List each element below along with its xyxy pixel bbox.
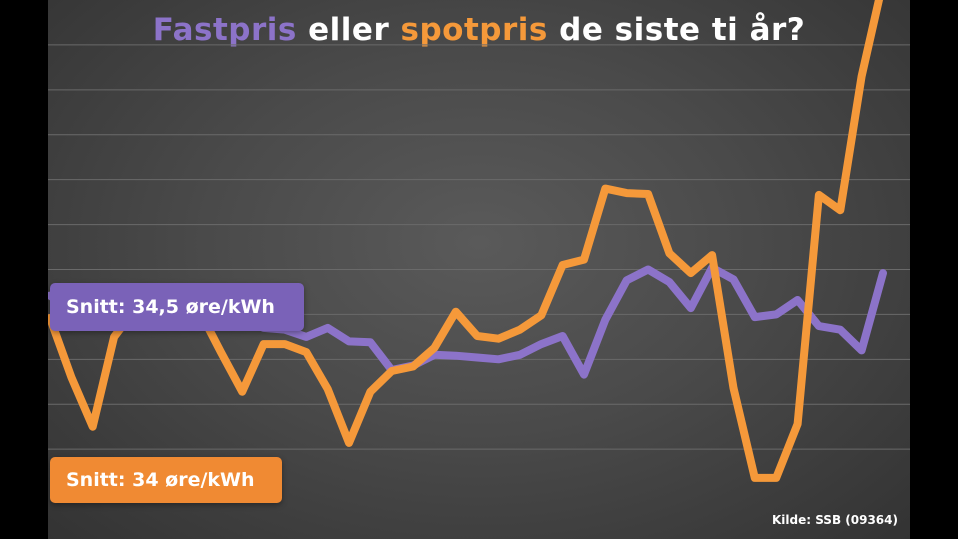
chart-title: Fastpris eller spotpris de siste ti år? bbox=[48, 12, 910, 48]
spot-average-badge: Snitt: 34 øre/kWh bbox=[50, 457, 282, 503]
spot-price-line bbox=[48, 0, 884, 482]
title-fixed-word: Fastpris bbox=[152, 12, 297, 48]
series-lines bbox=[48, 0, 887, 482]
gridlines bbox=[48, 44, 910, 450]
title-spot-word: spotpris bbox=[400, 12, 548, 48]
source-label: Kilde: SSB (09364) bbox=[771, 513, 898, 527]
chart-canvas: Fastpris eller spotpris de siste ti år? … bbox=[48, 0, 910, 539]
fixed-average-badge: Snitt: 34,5 øre/kWh bbox=[50, 283, 304, 331]
title-tail: de siste ti år? bbox=[547, 12, 806, 48]
title-connector: eller bbox=[296, 12, 401, 48]
